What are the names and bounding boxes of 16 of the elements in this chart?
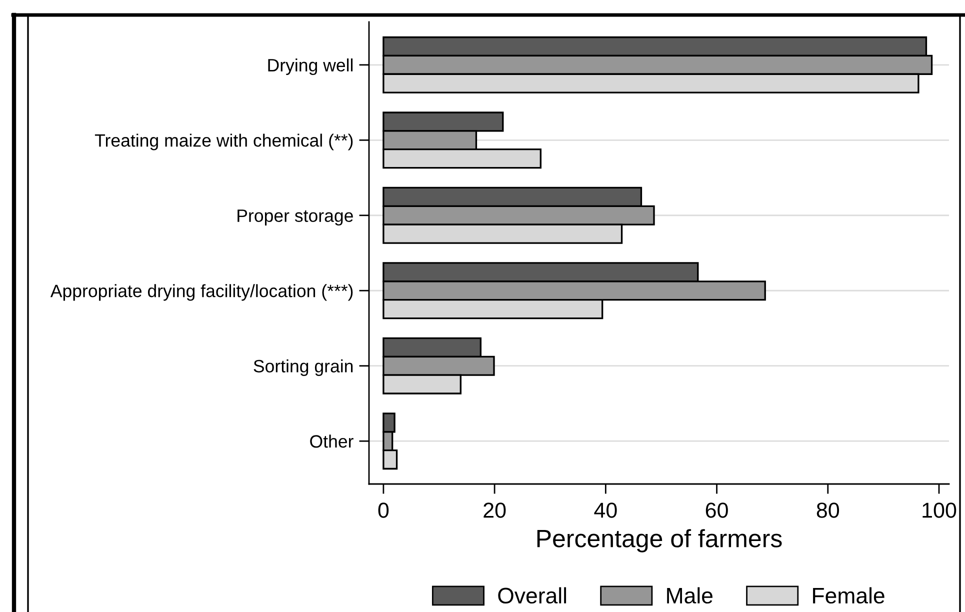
x-tick-label: 0 xyxy=(378,502,389,518)
legend-label: Overall xyxy=(498,587,566,604)
legend-label: Female xyxy=(813,587,884,604)
x-tick-label: 40 xyxy=(594,502,617,518)
x-tick-label: 60 xyxy=(706,502,728,518)
y-tick-label: Sorting grain xyxy=(254,359,353,376)
x-tick-label: 80 xyxy=(816,502,840,518)
x-tick-label: 20 xyxy=(484,502,506,518)
y-tick-label: Treating maize with chemical (**) xyxy=(94,134,353,150)
y-tick-label: Proper storage xyxy=(238,210,353,226)
y-tick-label: Appropriate drying facility/location (***) xyxy=(50,284,353,301)
x-axis-title: Percentage of farmers xyxy=(537,529,782,552)
legend-label: Male xyxy=(667,587,712,604)
x-tick-label: 100 xyxy=(922,502,956,518)
y-tick-label: Drying well xyxy=(268,58,353,76)
y-tick-label: Other xyxy=(310,434,354,448)
